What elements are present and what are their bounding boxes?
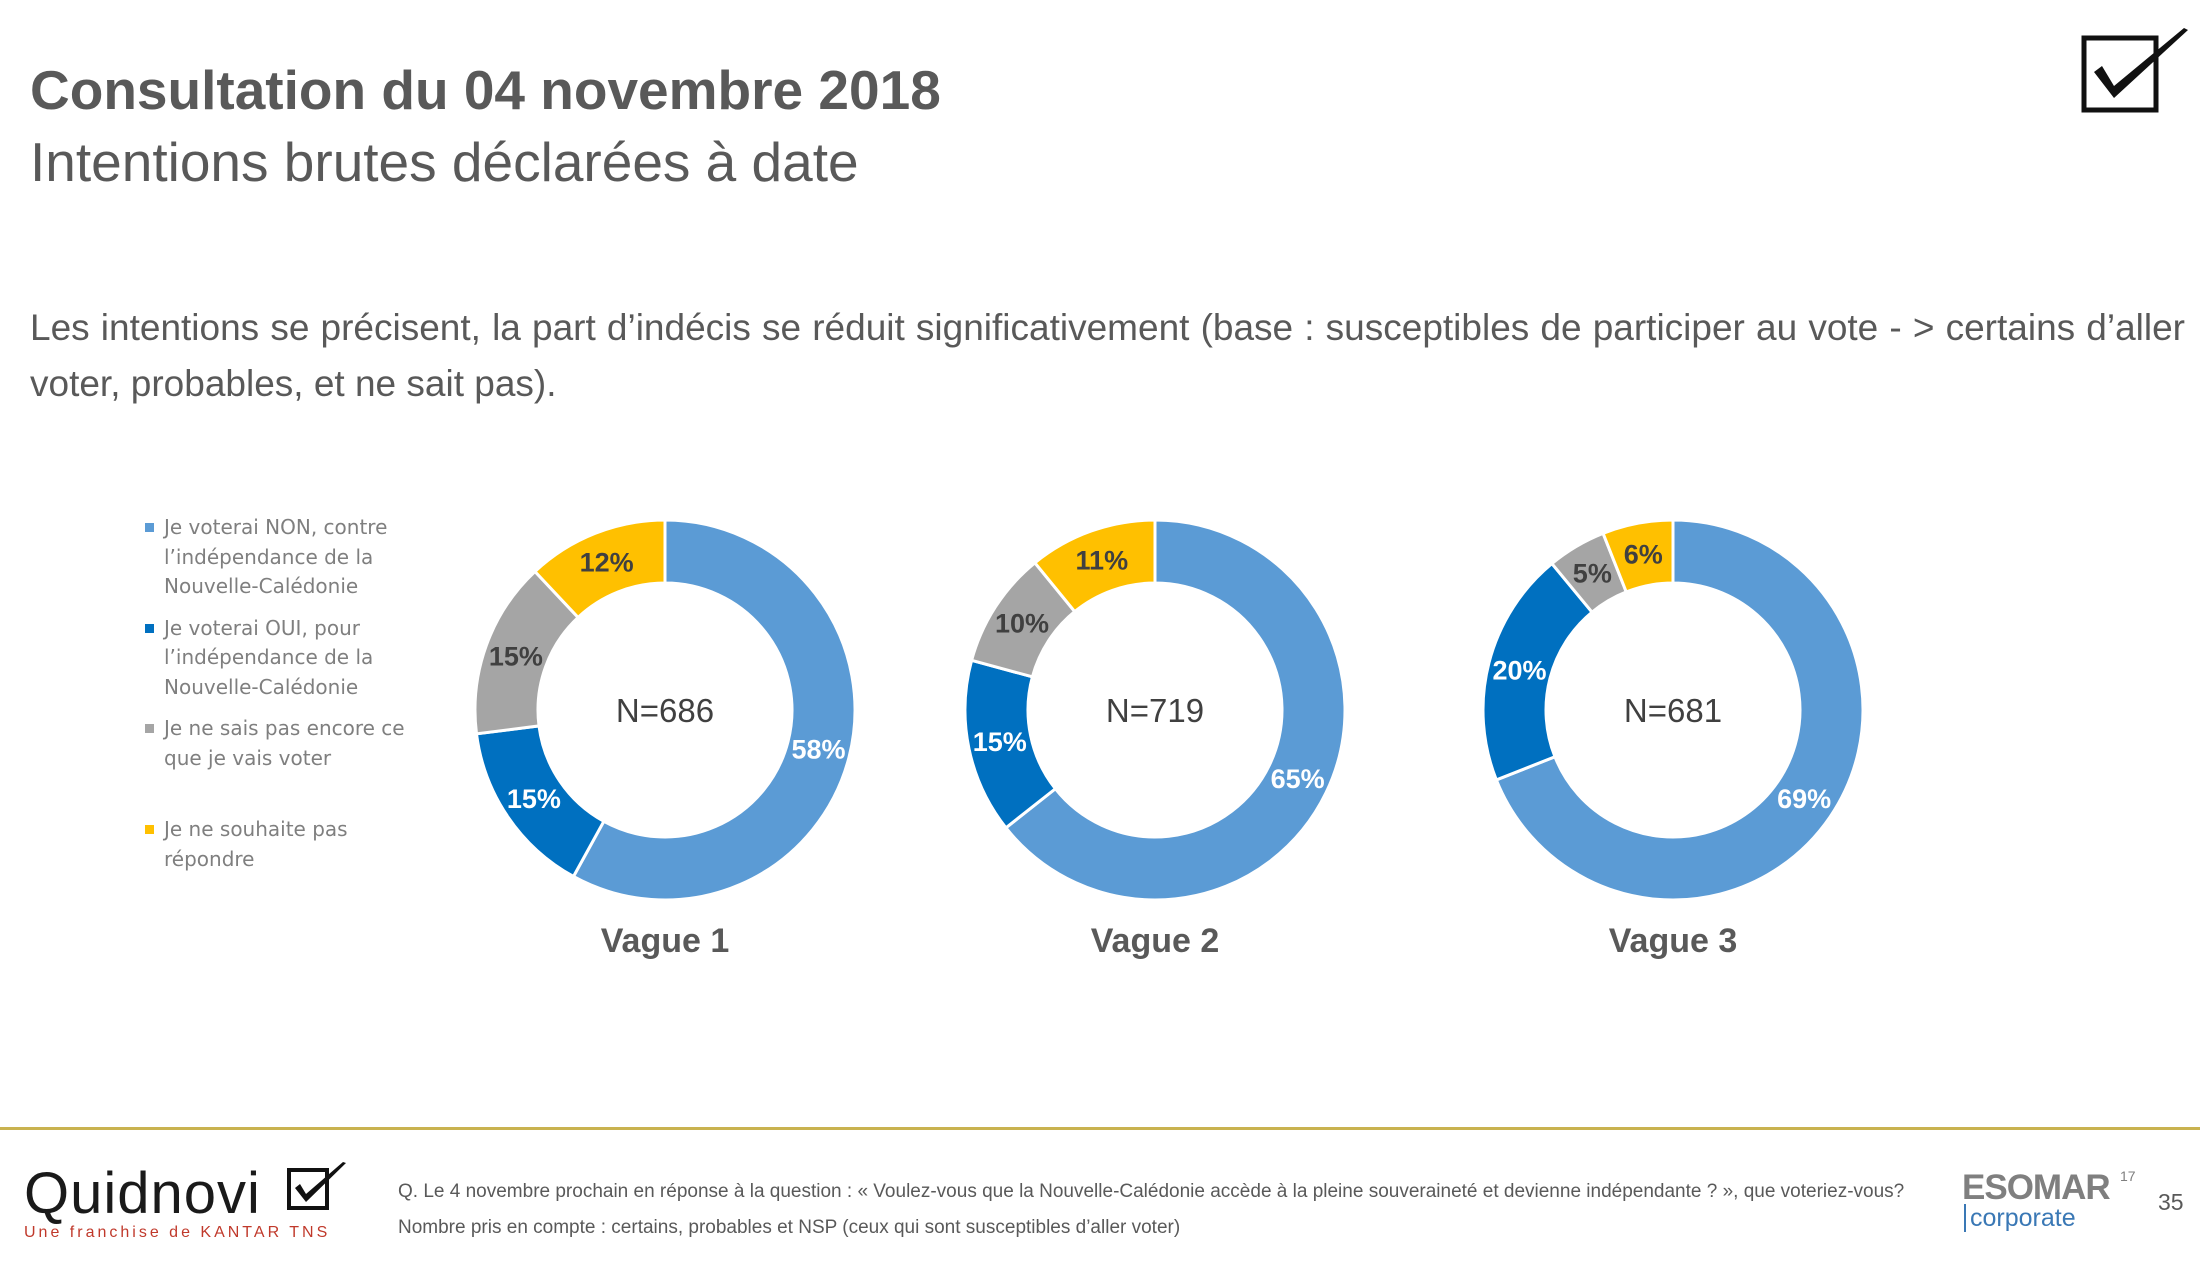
donut-slice-non [571, 518, 857, 902]
footer-divider [0, 1127, 2200, 1130]
donut-slice-non [1003, 518, 1347, 902]
donut-data-label: 6% [1624, 539, 1663, 569]
donut-slice-non [1494, 518, 1865, 902]
legend-label-nsp: Je ne sais pas encore ce que je vais vot… [164, 716, 405, 770]
legend-item-nsp: Je ne sais pas encore ce que je vais vot… [145, 714, 415, 773]
esomar-logo-superscript: 17 [2120, 1168, 2136, 1184]
page-subtitle: Intentions brutes déclarées à date [30, 131, 859, 193]
intro-text: Les intentions se précisent, la part d’i… [30, 307, 2185, 404]
donut-title: Vague 2 [1091, 922, 1220, 960]
donut-slice-no-answer [1032, 518, 1157, 614]
footnote-base: Nombre pris en compte : certains, probab… [398, 1217, 1181, 1238]
donut-data-label: 12% [580, 548, 634, 578]
donut-chart-2: 65% 15% 10% 11% N=719 Vague 2 [963, 518, 1347, 960]
donut-slice-no-answer [1601, 518, 1675, 594]
donut-title: Vague 3 [1609, 922, 1738, 960]
legend-swatch-no-answer [145, 825, 154, 834]
donut-center-label: N=686 [616, 692, 714, 729]
legend-item-no-answer: Je ne souhaite pas répondre [145, 815, 415, 874]
page-title: Consultation du 04 novembre 2018 [30, 59, 941, 121]
page-number: 35 [2158, 1189, 2184, 1215]
donut-chart-3: 69% 20% 5% 6% N=681 Vague 3 [1481, 518, 1865, 960]
donut-data-label: 20% [1492, 656, 1546, 686]
legend-label-non: Je voterai NON, contre l’indépendance de… [164, 515, 388, 598]
legend-item-oui: Je voterai OUI, pour l’indépendance de l… [145, 614, 415, 703]
donut-data-label: 69% [1777, 784, 1831, 814]
donut-data-label: 5% [1573, 559, 1612, 589]
legend-label-oui: Je voterai OUI, pour l’indépendance de l… [164, 615, 374, 699]
legend-swatch-nsp [145, 724, 154, 733]
quidnovi-tagline: Une franchise de KANTAR TNS [24, 1224, 331, 1241]
legend-item-non: Je voterai NON, contre l’indépendance de… [145, 513, 415, 602]
legend-swatch-oui [145, 623, 154, 633]
checkbox-check-icon [2081, 28, 2188, 113]
legend-label-no-answer: Je ne souhaite pas répondre [164, 817, 348, 871]
donut-data-label: 10% [995, 609, 1049, 639]
donut-data-label: 15% [507, 784, 561, 814]
esomar-logo-subtext: corporate [1964, 1204, 2076, 1232]
quidnovi-checkbox-icon [287, 1162, 346, 1210]
donut-chart-1: 58% 15% 15% 12% N=686 Vague 1 [473, 518, 857, 960]
donut-data-label: 11% [1076, 546, 1129, 576]
esomar-logo-text: ESOMAR [1962, 1168, 2111, 1207]
donut-title: Vague 1 [601, 922, 730, 960]
legend-swatch-non [145, 523, 154, 532]
chart-legend: Je voterai NON, contre l’indépendance de… [145, 513, 415, 886]
donut-data-label: 15% [489, 641, 543, 671]
donut-center-label: N=681 [1624, 692, 1722, 729]
donut-data-label: 58% [791, 734, 845, 764]
donut-data-label: 15% [973, 727, 1027, 757]
footnote-question: Q. Le 4 novembre prochain en réponse à l… [398, 1181, 1905, 1202]
donut-slice-no-answer [532, 518, 667, 620]
quidnovi-logo-text: Quidnovi [24, 1161, 261, 1226]
donut-center-label: N=719 [1106, 692, 1204, 729]
donut-data-label: 65% [1271, 764, 1325, 794]
